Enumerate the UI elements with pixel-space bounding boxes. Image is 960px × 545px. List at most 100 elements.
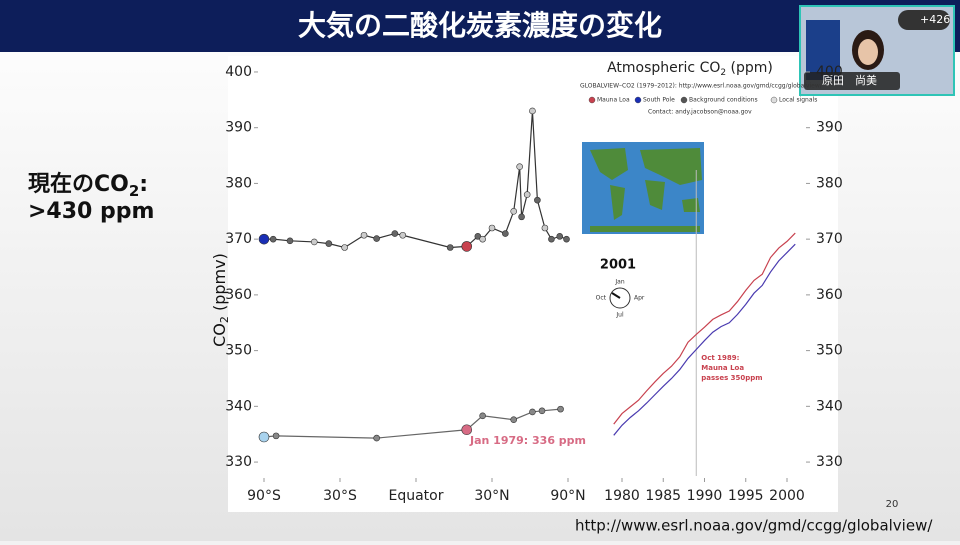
month-label: Jan bbox=[614, 279, 624, 286]
y-tick-label: 340 bbox=[225, 398, 252, 414]
data-point bbox=[557, 405, 564, 413]
legend-swatch bbox=[588, 96, 596, 104]
x-tick-label: 1980 bbox=[604, 488, 640, 504]
y-label-rest: (ppmv) bbox=[210, 253, 229, 316]
y-tick-label: 380 bbox=[225, 175, 252, 191]
face bbox=[858, 39, 878, 65]
data-point bbox=[360, 231, 368, 239]
land bbox=[590, 148, 702, 232]
world-map bbox=[582, 142, 704, 234]
month-label: Oct bbox=[596, 295, 607, 302]
y2-tick-label: 400 bbox=[816, 64, 843, 80]
y2-tick-label: 380 bbox=[816, 175, 843, 191]
data-point bbox=[399, 231, 407, 239]
y2-tick-label: 330 bbox=[816, 454, 843, 470]
page-number: 20 bbox=[886, 499, 899, 510]
data-point bbox=[272, 432, 280, 440]
x-tick-label: 30°N bbox=[474, 488, 509, 504]
note-co: 現在のCO bbox=[28, 171, 129, 197]
x-tick-label: 30°S bbox=[323, 488, 357, 504]
data-point bbox=[461, 241, 473, 252]
name-badge bbox=[804, 72, 900, 90]
x-tick-label: 1995 bbox=[728, 488, 764, 504]
data-point bbox=[488, 224, 496, 232]
video-bg bbox=[806, 20, 840, 80]
participant-name: 原田 尚美 bbox=[822, 73, 877, 87]
data-point bbox=[523, 191, 531, 198]
x-tick-label: 90°S bbox=[247, 488, 281, 504]
series-label: Jan 1979: 336 ppm bbox=[469, 434, 586, 447]
data-point bbox=[556, 233, 564, 240]
right-title-rest: (ppm) bbox=[726, 60, 773, 76]
series-line bbox=[613, 243, 796, 436]
legend-swatch bbox=[680, 96, 688, 104]
annotation: Oct 1989: bbox=[701, 354, 739, 362]
y2-tick-label: 350 bbox=[816, 343, 843, 359]
data-point bbox=[325, 240, 333, 247]
right-title-main: Atmospheric CO bbox=[607, 60, 720, 76]
y-label-sub: 2 bbox=[218, 316, 231, 323]
data-point bbox=[341, 244, 348, 251]
y-tick-label: 370 bbox=[225, 231, 252, 247]
data-point bbox=[510, 207, 518, 215]
source: GLOBALVIEW–CO2 (1979–2012): http://www.e… bbox=[580, 83, 823, 90]
data-point bbox=[563, 235, 570, 243]
source-url: http://www.esrl.noaa.gov/gmd/ccgg/global… bbox=[575, 517, 933, 535]
x-tick-label: 1985 bbox=[645, 488, 681, 504]
y2-tick-label: 370 bbox=[816, 231, 843, 247]
data-point bbox=[518, 213, 525, 221]
annotation: Mauna Loa bbox=[701, 364, 744, 372]
slide-title: 大気の二酸化炭素濃度の変化 bbox=[298, 9, 662, 42]
data-point bbox=[373, 235, 380, 242]
series-line bbox=[613, 232, 796, 425]
data-point bbox=[461, 424, 473, 436]
data-point bbox=[529, 408, 536, 416]
data-point bbox=[373, 434, 380, 442]
data-point bbox=[310, 238, 318, 246]
count-badge[interactable] bbox=[898, 10, 950, 30]
clock-hand bbox=[611, 292, 621, 299]
data-point bbox=[479, 412, 486, 420]
data-point bbox=[479, 235, 486, 243]
month-label: Jul bbox=[615, 312, 624, 319]
data-point bbox=[269, 235, 277, 243]
y-tick-label: 330 bbox=[225, 454, 252, 470]
x-tick-label: 2000 bbox=[769, 488, 805, 504]
legend-label: Background conditions bbox=[689, 97, 758, 104]
contact: Contact: andy.jacobson@noaa.gov bbox=[648, 109, 752, 116]
data-point bbox=[548, 235, 555, 243]
data-point bbox=[541, 224, 549, 232]
participant-tile[interactable]: 原田 尚美 +426 bbox=[799, 5, 955, 96]
legend-label: Mauna Loa bbox=[597, 97, 630, 104]
participant-count: +426 bbox=[920, 13, 950, 26]
annotation: passes 350ppm bbox=[701, 374, 762, 382]
right-title-sub: 2 bbox=[720, 68, 726, 78]
y-tick-label: 390 bbox=[225, 120, 252, 136]
data-point bbox=[286, 237, 294, 245]
data-point bbox=[391, 230, 399, 237]
y2-tick-label: 340 bbox=[816, 398, 843, 414]
x-tick-label: 90°N bbox=[550, 488, 585, 504]
data-point bbox=[258, 233, 270, 245]
month-label: Apr bbox=[634, 295, 645, 302]
x-tick-label: 1990 bbox=[687, 488, 723, 504]
data-point bbox=[446, 244, 454, 251]
data-point bbox=[529, 107, 536, 115]
data-point bbox=[516, 163, 523, 170]
note-sub: 2 bbox=[129, 182, 139, 200]
y-tick-label: 350 bbox=[225, 343, 252, 359]
year-label: 2001 bbox=[600, 258, 636, 273]
data-point bbox=[502, 230, 509, 237]
data-point bbox=[510, 416, 518, 424]
y2-tick-label: 360 bbox=[816, 287, 843, 303]
y2-tick-label: 390 bbox=[816, 120, 843, 136]
legend-swatch bbox=[634, 96, 642, 104]
legend-label: South Pole bbox=[643, 97, 675, 104]
y-label: CO2 (ppmv) bbox=[210, 253, 232, 347]
chart-image bbox=[228, 56, 838, 512]
data-point bbox=[258, 431, 270, 443]
y-label-main: CO bbox=[210, 323, 229, 347]
note: 現在のCO2: bbox=[28, 171, 148, 200]
legend-swatch bbox=[770, 96, 778, 104]
